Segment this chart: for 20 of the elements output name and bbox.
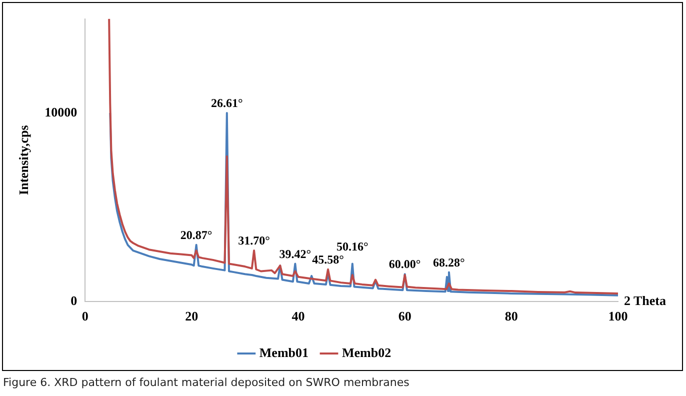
x-tick-label: 0 [82, 308, 88, 324]
x-axis-title: 2 Theta [624, 292, 667, 308]
y-tick-label: 10000 [44, 104, 78, 120]
annotation: 20.87° [180, 228, 212, 242]
annotation: 31.70° [238, 234, 270, 248]
y-axis-title: Intensity,cps [16, 125, 32, 195]
x-tick-label: 100 [608, 308, 628, 324]
annotation: 39.42° [279, 246, 312, 261]
annotation: 45.58° [312, 252, 344, 266]
x-tick-label: 20 [185, 308, 198, 324]
caption: Figure 6. XRD pattern of foulant material deposited on SWRO membranes [3, 376, 410, 389]
annotation: 60.00° [388, 257, 421, 272]
annotation: 50.16° [336, 239, 368, 254]
x-tick-label: 80 [504, 308, 518, 324]
legend-label: Memb02 [342, 344, 392, 360]
x-tick-label: 40 [292, 308, 305, 324]
annotation: 68.28° [433, 255, 466, 270]
annotation: 26.61° [211, 96, 243, 110]
legend-label: Memb01 [259, 344, 309, 360]
x-tick-label: 60 [398, 308, 412, 324]
